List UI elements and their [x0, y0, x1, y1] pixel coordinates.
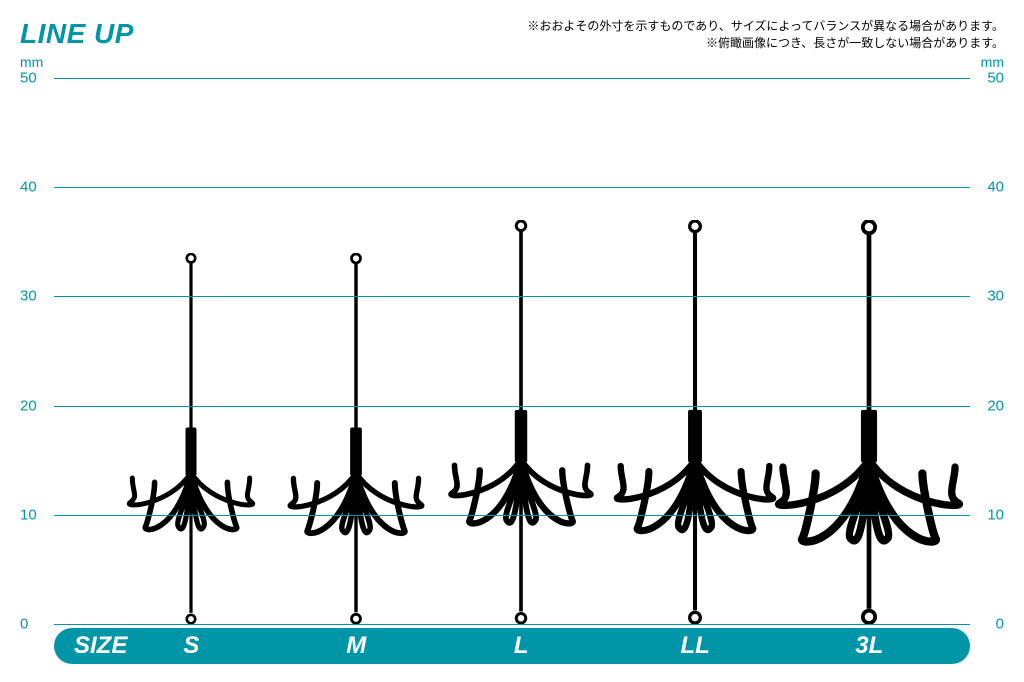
size-label: 3L [855, 632, 883, 660]
y-tick-label: 20 [20, 397, 50, 414]
y-tick-label: 50 [20, 70, 50, 87]
chart-title: LINE UP [20, 18, 134, 50]
size-label: L [514, 632, 529, 660]
header-row: LINE UP ※おおよその外寸を示すものであり、サイズによってバランスが異なる… [20, 18, 1004, 56]
hooks-layer [54, 78, 970, 624]
y-tick-label: 30 [20, 288, 50, 305]
gridline [54, 406, 970, 407]
gridline [54, 187, 970, 188]
y-tick-label: 20 [974, 397, 1004, 414]
y-tick-label: 10 [974, 506, 1004, 523]
size-label: S [183, 632, 199, 660]
y-tick-label: 50 [974, 70, 1004, 87]
chart-container: LINE UP ※おおよその外寸を示すものであり、サイズによってバランスが異なる… [0, 0, 1024, 682]
size-axis-head-label: SIZE [54, 632, 158, 660]
y-axis-unit-left: mm [20, 54, 43, 70]
size-axis-bar: SIZE SMLLL3L [54, 628, 970, 664]
y-axis-unit-right: mm [981, 54, 1004, 70]
gridline [54, 624, 970, 625]
hook-silhouette [767, 220, 972, 624]
size-label: LL [681, 632, 710, 660]
y-tick-label: 10 [20, 506, 50, 523]
size-label: M [346, 632, 366, 660]
y-tick-label: 0 [974, 616, 1004, 633]
hook-silhouette [442, 220, 601, 624]
disclaimer-block: ※おおよその外寸を示すものであり、サイズによってバランスが異なる場合があります。… [527, 18, 1004, 53]
hook-silhouette [121, 253, 261, 624]
y-tick-label: 40 [20, 179, 50, 196]
gridline [54, 515, 970, 516]
chart-zone: mm mm 0010102020303040405050 SIZE SMLLL3… [20, 56, 1004, 664]
hook-silhouette [282, 253, 431, 624]
y-tick-label: 0 [20, 616, 50, 633]
gridline [54, 296, 970, 297]
y-tick-label: 30 [974, 288, 1004, 305]
plot-area: 0010102020303040405050 [54, 78, 970, 624]
gridline [54, 78, 970, 79]
y-tick-label: 40 [974, 179, 1004, 196]
disclaimer-line: ※おおよその外寸を示すものであり、サイズによってバランスが異なる場合があります。 [527, 18, 1004, 35]
disclaimer-line: ※俯瞰画像につき、長さが一致しない場合があります。 [527, 35, 1004, 52]
hook-silhouette [607, 220, 784, 624]
